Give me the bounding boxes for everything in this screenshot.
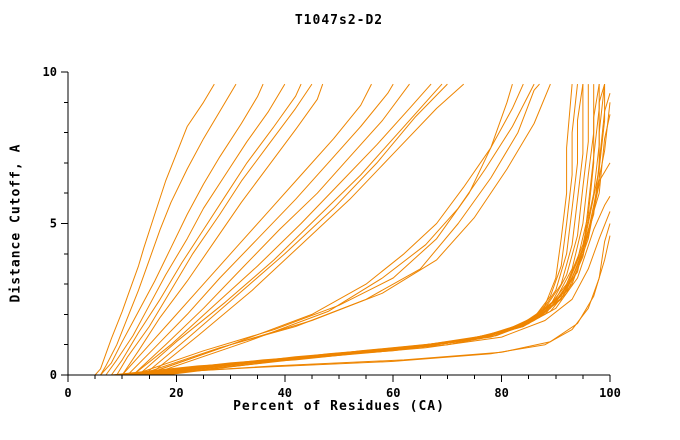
chart-title: T1047s2-D2 [294,13,384,28]
x-tick-label: 40 [278,386,292,400]
series-line [105,83,286,376]
series-line [132,83,410,376]
series-line [94,83,215,376]
series-line [116,83,313,376]
series-line [132,83,432,376]
series-line [165,195,611,376]
series-line [143,83,551,376]
series-line [154,211,611,376]
series-line [143,93,611,376]
series-line [154,114,611,376]
series-line [148,83,465,376]
series-line [122,84,584,376]
series-line [149,102,611,376]
series-line [100,83,264,376]
y-tick-label: 10 [43,65,57,79]
series-line [127,235,611,376]
series-line [138,83,540,376]
x-tick-label: 100 [599,386,621,400]
axes [67,72,610,376]
series-line [127,84,600,376]
series-line [143,83,524,376]
y-tick-label: 0 [50,368,57,382]
series-line [110,83,302,376]
series-line [138,84,606,376]
series-line [122,223,611,376]
series-line [149,83,535,376]
x-tick-label: 0 [64,386,71,400]
series-line [127,83,394,376]
y-tick-label: 5 [50,217,57,231]
series-line [127,84,595,376]
x-tick-label: 80 [494,386,508,400]
x-tick-label: 20 [169,386,183,400]
x-tick-label: 60 [386,386,400,400]
series-line [100,83,237,376]
series-line [132,83,513,376]
series-line [138,83,443,376]
series-line [121,83,372,376]
series-line [121,83,324,376]
series-line [143,83,448,376]
series-line [138,84,606,376]
x-axis-label: Percent of Residues (CA) [233,399,445,414]
